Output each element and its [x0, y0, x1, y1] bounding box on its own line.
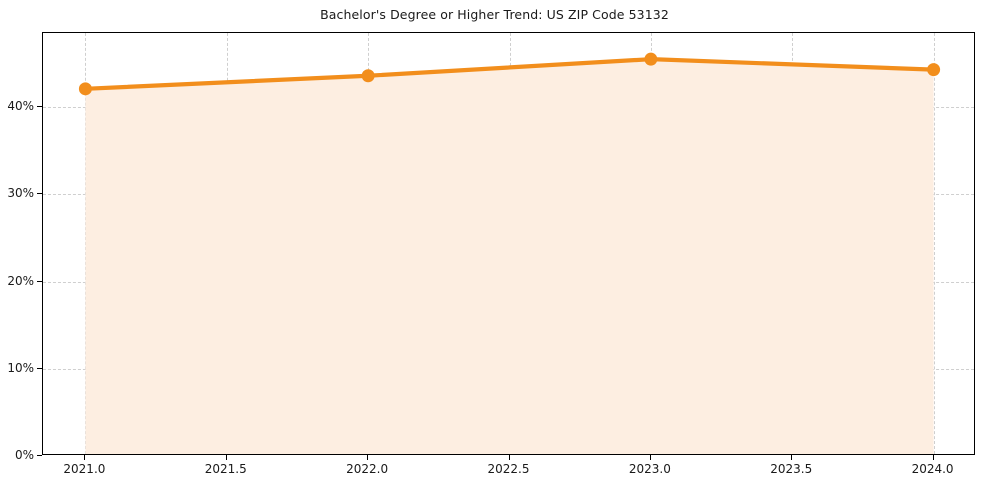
y-tick-label: 30%	[7, 186, 34, 201]
x-tick-label: 2024.0	[911, 462, 954, 476]
gridline-x	[933, 33, 935, 454]
y-tick-mark	[37, 193, 42, 195]
x-tick-mark	[367, 455, 369, 460]
y-tick-mark	[37, 455, 42, 456]
y-tick-label: 0%	[14, 448, 34, 462]
data-point-marker	[78, 82, 92, 96]
data-point-marker	[927, 63, 941, 77]
x-tick-mark	[225, 455, 227, 460]
x-tick-mark	[932, 455, 934, 460]
data-point-markers	[78, 52, 941, 96]
y-tick-mark	[37, 106, 42, 108]
y-tick-label: 20%	[7, 273, 34, 288]
series-plot	[78, 52, 941, 454]
x-tick-label: 2022.5	[487, 462, 530, 476]
y-tick-label: 10%	[7, 360, 34, 375]
plot-area	[42, 32, 975, 455]
chart-title: Bachelor's Degree or Higher Trend: US ZI…	[320, 7, 669, 22]
x-tick-label: 2023.5	[770, 462, 813, 476]
x-tick-mark	[84, 455, 86, 460]
x-tick-label: 2022.0	[346, 462, 389, 476]
y-tick-mark	[37, 367, 42, 369]
y-tick-label: 40%	[7, 99, 34, 114]
data-point-marker	[361, 69, 375, 83]
x-tick-mark	[649, 455, 651, 460]
x-tick-label: 2023.0	[628, 462, 671, 476]
x-tick-label: 2021.5	[204, 462, 247, 476]
x-tick-mark	[791, 455, 793, 460]
trend-line	[83, 57, 936, 91]
y-tick-mark	[37, 280, 42, 282]
area-fill	[85, 59, 934, 454]
x-tick-mark	[508, 455, 510, 460]
data-point-marker	[644, 52, 658, 66]
plot-inner	[43, 33, 974, 454]
x-tick-label: 2021.0	[63, 462, 106, 476]
